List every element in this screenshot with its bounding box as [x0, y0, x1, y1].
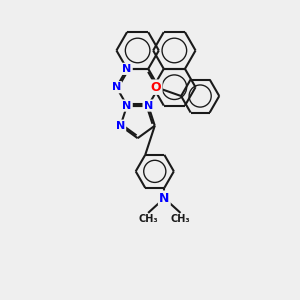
Text: N: N [122, 100, 132, 111]
Text: CH₃: CH₃ [171, 214, 190, 224]
Text: N: N [116, 121, 125, 131]
Text: N: N [122, 64, 132, 74]
Text: N: N [112, 82, 121, 92]
Text: N: N [144, 100, 153, 111]
Text: CH₃: CH₃ [138, 214, 158, 224]
Text: N: N [159, 192, 169, 205]
Text: O: O [151, 81, 161, 94]
